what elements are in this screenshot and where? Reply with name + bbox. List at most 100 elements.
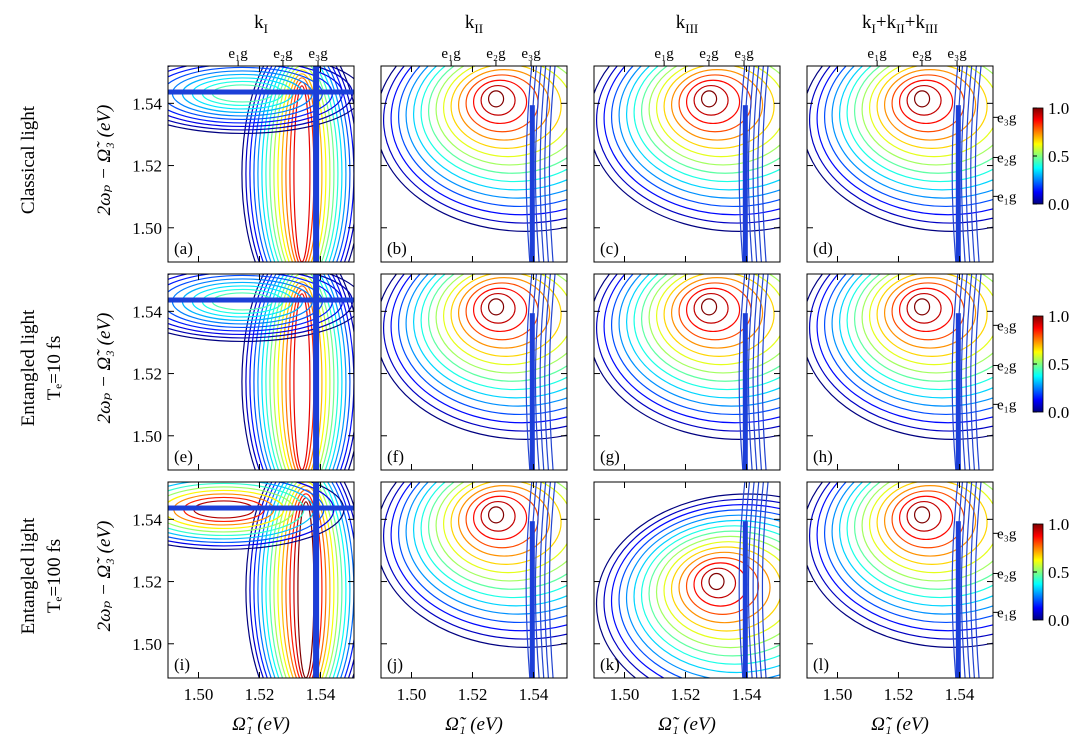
contour bbox=[544, 66, 551, 262]
contour bbox=[241, 66, 354, 262]
contour bbox=[611, 274, 780, 416]
row-label: Entangled light bbox=[18, 517, 39, 634]
contour-plot bbox=[168, 66, 354, 262]
title-part: k bbox=[862, 12, 872, 33]
contour bbox=[913, 298, 931, 316]
title-part: I bbox=[264, 21, 268, 36]
contour bbox=[548, 66, 556, 262]
contour bbox=[594, 274, 780, 440]
contour bbox=[450, 66, 562, 149]
contour bbox=[626, 66, 780, 191]
contour bbox=[757, 482, 764, 678]
contour bbox=[854, 482, 993, 590]
contour bbox=[824, 482, 993, 624]
colorbar-tick-label: 1.0 bbox=[1048, 307, 1069, 326]
contour bbox=[277, 277, 327, 470]
x-tick-label: 1.52 bbox=[458, 685, 488, 704]
contour bbox=[450, 274, 562, 357]
contour bbox=[960, 66, 968, 262]
contour bbox=[807, 274, 993, 440]
contour bbox=[913, 506, 931, 524]
contour-band bbox=[313, 482, 320, 678]
marker-label: e₃g bbox=[308, 46, 328, 62]
contour-band bbox=[313, 66, 320, 262]
contour bbox=[245, 482, 354, 678]
panel-frame bbox=[593, 273, 781, 471]
contour bbox=[913, 90, 931, 108]
contour bbox=[809, 274, 993, 432]
contour-plot bbox=[381, 66, 567, 262]
panel-label: (c) bbox=[600, 239, 619, 258]
contour bbox=[480, 500, 516, 532]
contour bbox=[398, 274, 567, 416]
title-part: +k bbox=[905, 12, 926, 33]
contour bbox=[390, 66, 567, 216]
marker-label: e₂g bbox=[486, 46, 506, 62]
contour bbox=[273, 66, 331, 262]
x-axis-label: Ω̃₁ (eV) bbox=[658, 714, 716, 735]
contour bbox=[390, 482, 567, 632]
contour bbox=[548, 482, 556, 678]
contour bbox=[618, 509, 780, 678]
contour bbox=[548, 274, 556, 470]
panel-frame bbox=[593, 65, 781, 263]
contour bbox=[633, 274, 780, 391]
title-part: k bbox=[676, 12, 686, 33]
contour bbox=[807, 66, 993, 232]
contour bbox=[861, 66, 993, 166]
contour bbox=[861, 482, 993, 582]
contour-band bbox=[168, 297, 354, 303]
x-tick-label: 1.54 bbox=[732, 685, 762, 704]
contour bbox=[898, 79, 954, 125]
contour bbox=[428, 274, 567, 382]
contour bbox=[289, 493, 323, 678]
contour bbox=[626, 274, 780, 399]
marker-label: e₁g bbox=[997, 605, 1017, 621]
y-tick-label: 1.52 bbox=[132, 365, 162, 384]
contour bbox=[670, 546, 780, 632]
contour bbox=[663, 66, 775, 149]
contour bbox=[450, 482, 562, 565]
contour-band bbox=[529, 105, 535, 262]
contour bbox=[868, 274, 993, 366]
marker-label: e₁g bbox=[228, 46, 248, 62]
contour bbox=[633, 66, 780, 183]
contour bbox=[846, 482, 993, 599]
x-tick-label: 1.50 bbox=[184, 685, 214, 704]
contour bbox=[640, 525, 780, 665]
contour bbox=[965, 482, 973, 678]
contour bbox=[611, 66, 780, 208]
y-tick-label: 1.54 bbox=[132, 510, 162, 529]
marker-label: e₂g bbox=[997, 150, 1017, 166]
y-axis-label: 2ωₚ − Ω̃₃ (eV) bbox=[94, 313, 115, 424]
contour-band bbox=[313, 274, 320, 470]
panel-label: (k) bbox=[600, 655, 620, 674]
contour bbox=[472, 79, 528, 125]
contour bbox=[285, 489, 327, 678]
contour bbox=[846, 66, 993, 183]
contour bbox=[960, 274, 968, 470]
contour bbox=[442, 274, 567, 366]
contour bbox=[381, 482, 567, 648]
marker-label: e₂g bbox=[699, 46, 719, 62]
title-part: k bbox=[254, 12, 264, 33]
contour bbox=[738, 274, 746, 470]
colorbar-tick-label: 1.0 bbox=[1048, 515, 1069, 534]
contour bbox=[472, 495, 528, 541]
panel-label: (j) bbox=[387, 655, 403, 674]
contour bbox=[618, 274, 780, 407]
contour bbox=[472, 287, 528, 333]
contour bbox=[603, 274, 780, 424]
contour bbox=[641, 274, 780, 382]
contour bbox=[898, 287, 954, 333]
panel-frame bbox=[167, 65, 355, 263]
contour bbox=[603, 66, 780, 216]
marker-label: e₁g bbox=[997, 397, 1017, 413]
contour bbox=[398, 482, 567, 624]
contour bbox=[655, 66, 780, 158]
row-label: Tₑ=100 fs bbox=[44, 539, 65, 613]
contour bbox=[861, 274, 993, 374]
contour bbox=[761, 274, 769, 470]
x-tick-label: 1.52 bbox=[245, 685, 275, 704]
y-tick-label: 1.52 bbox=[132, 573, 162, 592]
